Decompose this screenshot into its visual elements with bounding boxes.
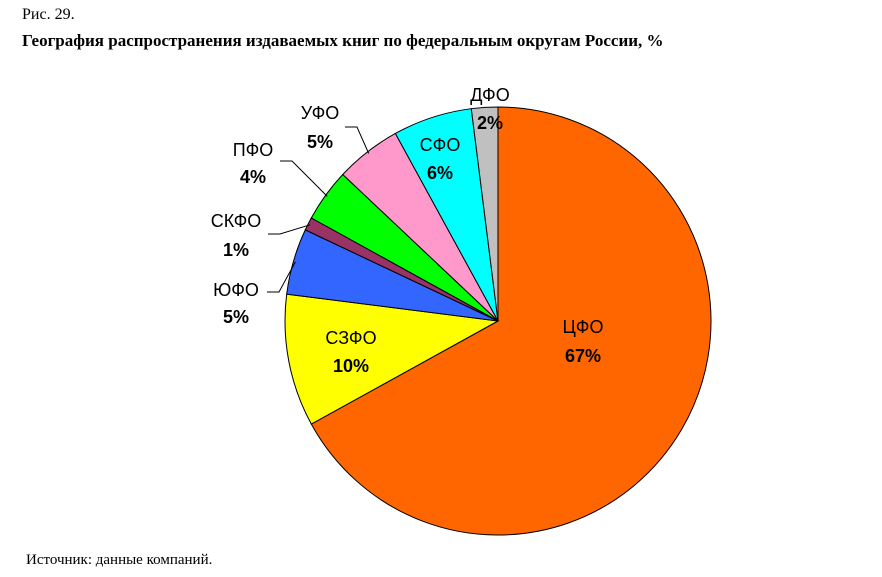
slice-value-1: 67%: [565, 346, 601, 366]
slice-value-8: 2%: [477, 113, 503, 133]
source-note: Источник: данные компаний.: [26, 552, 213, 568]
slice-value-6: 5%: [307, 132, 333, 152]
slice-name-7: СФО: [420, 135, 461, 155]
slice-name-1: ЦФО: [562, 317, 603, 337]
leader-lines: [267, 126, 370, 293]
pie-slices: [284, 106, 712, 536]
slice-labels: ЦФО 67% СЗФО 10% ЮФО 5% СКФО 1% ПФО 4% УФО 5% СФО 6% Д…: [211, 85, 604, 376]
slice-name-8: ДФО: [470, 85, 509, 105]
pie-slice-2: [284, 293, 500, 425]
slice-name-5: ПФО: [233, 140, 274, 160]
leader-line-4: [268, 224, 311, 235]
slice-value-3: 5%: [223, 307, 249, 327]
pie-slice-8: [470, 106, 499, 322]
leader-line-6: [345, 126, 370, 154]
slice-name-4: СКФО: [211, 211, 262, 231]
leader-line-5: [280, 160, 328, 197]
chart-title: География распространения издаваемых кни…: [22, 31, 664, 50]
slice-value-7: 6%: [427, 163, 453, 183]
leader-line-3: [267, 261, 296, 293]
slice-name-6: УФО: [301, 103, 340, 123]
slice-name-3: ЮФО: [213, 280, 259, 300]
slice-name-2: СЗФО: [325, 328, 376, 348]
slice-value-5: 4%: [240, 167, 266, 187]
slice-value-2: 10%: [333, 356, 369, 376]
pie-slice-1: [310, 106, 712, 536]
figure-label: Рис. 29.: [22, 6, 75, 23]
slice-value-4: 1%: [223, 240, 249, 260]
